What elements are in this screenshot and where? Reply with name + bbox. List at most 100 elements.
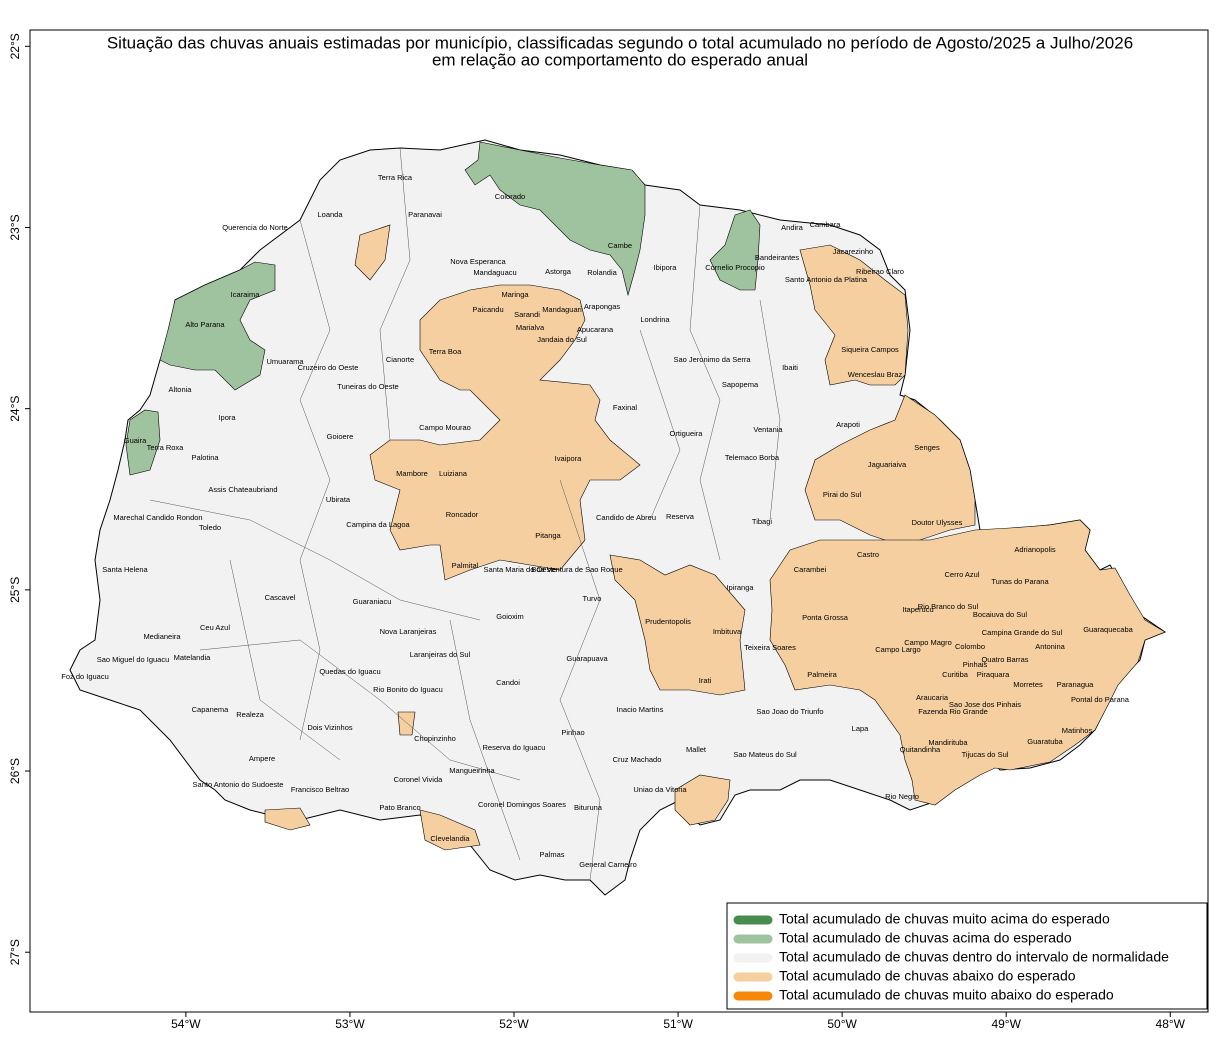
x-tick-label: 51°W [663, 1017, 693, 1031]
x-tick-label: 48°W [1156, 1017, 1186, 1031]
municipality-label: Sapopema [722, 380, 759, 389]
municipality-label: Mandirituba [928, 738, 968, 747]
y-tick-label: 27°S [8, 939, 22, 965]
municipality-label: Inacio Martins [617, 705, 664, 714]
region [674, 774, 731, 826]
region [125, 409, 161, 476]
municipality-label: Cruzeiro do Oeste [298, 363, 359, 372]
y-tick-label: 22°S [8, 33, 22, 59]
municipality-label: Sao Miguel do Iguacu [97, 655, 170, 664]
municipality-label: Telemaco Borba [725, 453, 780, 462]
legend-box [726, 902, 1208, 1010]
municipality-label: Guaira [124, 436, 147, 445]
municipality-label: Guarapuava [566, 654, 608, 663]
municipality-label: Cianorte [386, 355, 414, 364]
municipal-border [229, 559, 341, 761]
municipality-label: Clevelandia [430, 834, 470, 843]
municipality-label: Mallet [686, 745, 707, 754]
municipality-label: Bituruna [574, 803, 603, 812]
municipality-label: Mambore [396, 469, 428, 478]
x-tick-label: 54°W [171, 1017, 201, 1031]
region [609, 554, 746, 696]
municipality-label: Terra Roxa [147, 443, 185, 452]
y-tick-label: 24°S [8, 396, 22, 422]
municipality-label: Cambara [810, 220, 842, 229]
municipality-label: Antonina [1035, 642, 1065, 651]
municipality-label: Matinhos [1062, 726, 1093, 735]
municipality-label: Goioere [327, 432, 354, 441]
municipality-label: Irati [699, 676, 712, 685]
municipality-label: Capanema [192, 705, 230, 714]
y-tick-label: 25°S [8, 577, 22, 603]
municipality-label: Tunas do Parana [991, 577, 1049, 586]
municipality-label: Foz do Iguacu [61, 672, 109, 681]
municipal-border [199, 639, 521, 781]
municipality-label: Realeza [236, 710, 264, 719]
municipality-label: Rio Bonito do Iguacu [373, 685, 443, 694]
municipality-label: Ipiranga [726, 583, 754, 592]
municipality-label: Tuneiras do Oeste [337, 382, 398, 391]
municipality-label: Palmeira [807, 670, 837, 679]
municipality-label: Campina da Lagoa [346, 520, 410, 529]
x-tick-label: 50°W [827, 1017, 857, 1031]
municipality-label: Goioxim [496, 612, 524, 621]
municipality-label: Querencia do Norte [222, 223, 287, 232]
municipality-label: Tibagi [752, 517, 772, 526]
municipality-label: Santa Helena [102, 565, 148, 574]
x-tick-label: 49°W [991, 1017, 1021, 1031]
municipality-label: Piraquara [977, 670, 1010, 679]
municipality-label: Arapongas [584, 302, 621, 311]
municipality-label: Pato Branco [379, 803, 420, 812]
municipality-label: Palmital [452, 561, 479, 570]
region [464, 141, 646, 297]
municipality-label: Assis Chateaubriand [208, 485, 277, 494]
region [769, 519, 1166, 806]
municipality-label: Maringa [501, 290, 529, 299]
municipality-label: Ibipora [654, 263, 678, 272]
municipality-label: Toledo [199, 523, 221, 532]
municipality-label: Roncador [446, 510, 479, 519]
municipality-label: Morretes [1013, 680, 1043, 689]
municipality-label: Coronel Vivida [394, 775, 443, 784]
municipality-label: Paranagua [1057, 680, 1095, 689]
municipality-label: Guaratuba [1027, 737, 1063, 746]
municipality-label: Astorga [545, 267, 572, 276]
municipality-label: Altonia [169, 385, 193, 394]
municipality-label: Francisco Beltrao [291, 785, 349, 794]
municipality-label: Pirai do Sul [823, 490, 862, 499]
municipal-border [759, 299, 781, 521]
municipality-label: Santo Antonio do Sudoeste [193, 780, 284, 789]
municipality-label: Campina Grande do Sul [982, 628, 1063, 637]
municipality-label: Campo Largo [875, 645, 920, 654]
municipality-label: Mandaguari [542, 305, 582, 314]
municipality-label: Palmas [539, 850, 564, 859]
municipality-label: Sao Jeronimo da Serra [673, 355, 751, 364]
municipality-label: Laranjeiras do Sul [410, 650, 471, 659]
municipality-label: Cascavel [265, 593, 296, 602]
municipality-label: Ampere [249, 754, 275, 763]
municipality-label: Rio Branco do Sul [918, 602, 979, 611]
municipality-label: Ubirata [326, 495, 351, 504]
municipality-label: Rio Negro [885, 792, 919, 801]
municipality-label: Reserva [666, 512, 695, 521]
municipality-label: Campo Magro [904, 638, 952, 647]
municipality-label: Terra Rica [378, 173, 413, 182]
municipal-border [639, 329, 681, 521]
municipality-label: Ortigueira [670, 429, 704, 438]
y-tick-label: 23°S [8, 214, 22, 240]
municipality-label: Jacarezinho [833, 247, 873, 256]
municipality-label: Andira [781, 223, 804, 232]
municipality-label: Chopinzinho [414, 734, 456, 743]
municipality-label: Nova Esperanca [450, 257, 506, 266]
municipality-label: Mangueirinha [449, 766, 495, 775]
municipality-label: Colorado [495, 192, 525, 201]
municipal-border [559, 479, 601, 881]
municipality-label: Reserva do Iguacu [483, 743, 546, 752]
municipality-label: Bocaiuva do Sul [973, 610, 1028, 619]
municipality-label: Arapoti [836, 420, 860, 429]
municipality-label: Lapa [852, 724, 870, 733]
municipality-label: Quedas do Iguacu [319, 667, 380, 676]
municipality-label: Nova Laranjeiras [380, 627, 437, 636]
municipality-label: Matelandia [174, 653, 212, 662]
